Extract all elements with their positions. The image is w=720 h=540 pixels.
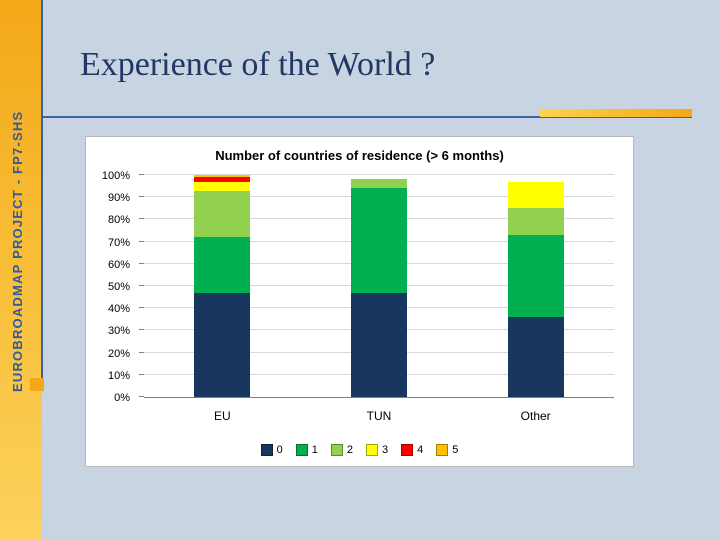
y-tick xyxy=(139,240,144,242)
chart: Number of countries of residence (> 6 mo… xyxy=(85,136,634,467)
x-tick-label: Other xyxy=(520,409,551,423)
bar-segment-3 xyxy=(507,181,564,209)
legend-label: 2 xyxy=(346,444,353,456)
y-tick xyxy=(139,373,144,375)
bar-segment-2 xyxy=(351,179,407,189)
bar-segment-4 xyxy=(194,177,251,182)
y-tick-label: 70% xyxy=(107,236,130,249)
y-tick-label: 30% xyxy=(107,325,130,338)
legend: 0 1 2 3 4 5 xyxy=(86,444,633,456)
sidebar-accent-line xyxy=(41,0,43,388)
legend-item: 4 xyxy=(401,444,423,456)
legend-swatch xyxy=(260,444,273,456)
legend-label: 1 xyxy=(311,444,318,456)
bar-segment-1 xyxy=(194,237,251,293)
y-tick xyxy=(139,351,144,353)
legend-swatch xyxy=(436,444,449,456)
bar-segment-3 xyxy=(194,181,251,191)
legend-label: 0 xyxy=(276,444,283,456)
legend-swatch xyxy=(366,444,378,456)
legend-item: 2 xyxy=(330,444,353,456)
y-tick-label: 90% xyxy=(107,192,130,205)
legend-swatch xyxy=(330,444,343,456)
y-tick xyxy=(139,196,144,198)
legend-item: 1 xyxy=(295,444,318,456)
y-tick-label: 60% xyxy=(107,258,130,271)
bar-segment-5 xyxy=(194,175,251,178)
bar-segment-2 xyxy=(507,208,564,235)
legend-label: 4 xyxy=(417,444,424,456)
y-tick xyxy=(139,329,144,331)
chart-title: Number of countries of residence (> 6 mo… xyxy=(215,148,504,163)
y-tick-label: 10% xyxy=(107,369,130,382)
y-tick xyxy=(139,218,144,220)
bar-segment-1 xyxy=(507,234,564,318)
x-axis: EU TUN Other xyxy=(144,409,614,425)
y-tick xyxy=(139,396,144,397)
legend-item: 3 xyxy=(366,444,388,456)
y-tick-label: 50% xyxy=(107,281,130,293)
y-tick-label: 100% xyxy=(101,170,130,182)
legend-swatch xyxy=(401,444,414,456)
bar-segment-0 xyxy=(507,317,564,397)
bar-segment-1 xyxy=(351,188,407,293)
bar-segment-2 xyxy=(194,190,251,238)
legend-item: 0 xyxy=(260,444,283,456)
x-tick-label: EU xyxy=(213,409,231,423)
gridline xyxy=(144,174,614,175)
sidebar-label: EUROBROADMAP PROJECT - FP7-SHS xyxy=(10,110,25,392)
x-tick-label: TUN xyxy=(366,409,392,423)
title-underline xyxy=(42,116,692,118)
page-title: Experience of the World ? xyxy=(80,46,436,83)
y-tick xyxy=(139,285,144,286)
y-tick xyxy=(139,262,144,264)
legend-label: 5 xyxy=(452,444,459,456)
y-tick xyxy=(139,307,144,309)
y-tick xyxy=(139,174,144,175)
y-tick-label: 20% xyxy=(107,347,130,360)
sidebar-strip xyxy=(0,0,42,540)
legend-swatch xyxy=(295,444,308,456)
legend-item: 5 xyxy=(436,444,458,456)
bar-segment-0 xyxy=(194,292,251,397)
bar-eu xyxy=(194,175,251,397)
y-tick-label: 0% xyxy=(114,392,130,404)
plot-area xyxy=(139,174,614,398)
y-tick-label: 80% xyxy=(107,214,130,227)
legend-label: 3 xyxy=(382,444,389,456)
sidebar-accent-square xyxy=(30,378,44,391)
y-tick-label: 40% xyxy=(107,303,130,316)
title-accent-bar xyxy=(540,109,692,117)
bar-segment-0 xyxy=(351,292,407,397)
bar-other xyxy=(507,175,564,397)
bar-tun xyxy=(351,175,407,397)
y-axis: 0% 10% 20% 30% 40% 50% 60% 70% 80% 90% 100% xyxy=(86,170,136,404)
